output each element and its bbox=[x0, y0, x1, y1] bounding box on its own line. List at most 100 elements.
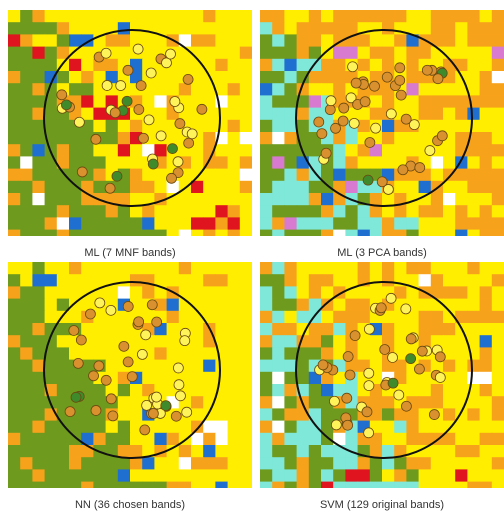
map-pixel bbox=[167, 205, 180, 218]
map-pixel bbox=[309, 286, 322, 299]
map-pixel bbox=[240, 482, 253, 495]
map-pixel bbox=[240, 372, 253, 385]
map-pixel bbox=[467, 108, 480, 121]
sample-point bbox=[382, 72, 392, 82]
map-pixel bbox=[358, 311, 371, 324]
map-pixel bbox=[370, 396, 383, 409]
map-pixel bbox=[419, 47, 432, 60]
map-pixel bbox=[333, 457, 346, 470]
map-pixel bbox=[321, 59, 334, 72]
map-pixel bbox=[345, 482, 358, 495]
map-pixel bbox=[240, 47, 253, 60]
map-pixel bbox=[480, 421, 493, 434]
map-pixel bbox=[419, 108, 432, 121]
map-pixel bbox=[382, 59, 395, 72]
map-pixel bbox=[467, 59, 480, 72]
map-pixel bbox=[203, 360, 216, 373]
caption: ML (7 MNF bands) bbox=[84, 247, 175, 259]
map-pixel bbox=[309, 217, 322, 230]
map-pixel bbox=[333, 335, 346, 348]
map-pixel bbox=[240, 445, 253, 458]
sample-point bbox=[425, 146, 435, 156]
map-pixel bbox=[321, 47, 334, 60]
map-pixel bbox=[240, 421, 253, 434]
map-pixel bbox=[228, 360, 241, 373]
map-pixel bbox=[57, 372, 70, 385]
map-pixel bbox=[272, 83, 285, 96]
map-pixel bbox=[215, 47, 228, 60]
map-pixel bbox=[321, 311, 334, 324]
map-pixel bbox=[260, 22, 273, 35]
map-pixel bbox=[167, 217, 180, 230]
map-pixel bbox=[20, 323, 33, 336]
map-pixel bbox=[480, 59, 493, 72]
map-pixel bbox=[455, 34, 468, 47]
map-pixel bbox=[45, 47, 58, 60]
sample-point bbox=[342, 393, 352, 403]
map-pixel bbox=[215, 217, 228, 230]
map-pixel bbox=[382, 217, 395, 230]
map-pixel bbox=[215, 193, 228, 206]
sample-point bbox=[401, 304, 411, 314]
map-pixel bbox=[284, 311, 297, 324]
map-pixel bbox=[57, 323, 70, 336]
map-pixel bbox=[382, 144, 395, 157]
map-pixel bbox=[492, 144, 504, 157]
map-pixel bbox=[455, 169, 468, 182]
map-pixel bbox=[333, 59, 346, 72]
sample-point bbox=[112, 171, 122, 181]
map-pixel bbox=[32, 83, 45, 96]
map-pixel bbox=[57, 193, 70, 206]
map-pixel bbox=[45, 457, 58, 470]
map-pixel bbox=[480, 335, 493, 348]
map-pixel bbox=[272, 469, 285, 482]
map-pixel bbox=[480, 120, 493, 133]
map-pixel bbox=[480, 469, 493, 482]
map-pixel bbox=[345, 132, 358, 145]
map-pixel bbox=[203, 286, 216, 299]
map-pixel bbox=[240, 384, 253, 397]
map-pixel bbox=[93, 108, 106, 121]
map-pixel bbox=[167, 274, 180, 287]
map-pixel bbox=[8, 193, 21, 206]
map-pixel bbox=[142, 169, 155, 182]
map-pixel bbox=[419, 469, 432, 482]
map-pixel bbox=[240, 335, 253, 348]
map-pixel bbox=[93, 262, 106, 275]
map-pixel bbox=[106, 323, 119, 336]
map-pixel bbox=[69, 132, 82, 145]
sample-point bbox=[134, 105, 144, 115]
map-pixel bbox=[20, 445, 33, 458]
map-pixel bbox=[8, 169, 21, 182]
map-pixel bbox=[45, 22, 58, 35]
map-pixel bbox=[32, 59, 45, 72]
map-pixel bbox=[118, 286, 131, 299]
map-pixel bbox=[492, 469, 504, 482]
map-pixel bbox=[345, 262, 358, 275]
map-pixel bbox=[57, 22, 70, 35]
map-pixel bbox=[179, 347, 192, 360]
map-pixel bbox=[370, 156, 383, 169]
map-pixel bbox=[106, 144, 119, 157]
map-pixel bbox=[480, 360, 493, 373]
map-pixel bbox=[167, 347, 180, 360]
map-pixel bbox=[228, 193, 241, 206]
map-pixel bbox=[419, 311, 432, 324]
map-pixel bbox=[93, 457, 106, 470]
map-pixel bbox=[467, 372, 480, 385]
map-pixel bbox=[284, 469, 297, 482]
map-pixel bbox=[284, 433, 297, 446]
map-pixel bbox=[154, 144, 167, 157]
map-pixel bbox=[358, 230, 371, 243]
sample-point bbox=[138, 133, 148, 143]
sample-point bbox=[152, 317, 162, 327]
map-pixel bbox=[8, 286, 21, 299]
map-pixel bbox=[191, 156, 204, 169]
map-pixel bbox=[284, 144, 297, 157]
map-pixel bbox=[191, 372, 204, 385]
map-pixel bbox=[309, 396, 322, 409]
map-pixel bbox=[93, 421, 106, 434]
map-pixel bbox=[142, 205, 155, 218]
map-pixel bbox=[228, 445, 241, 458]
map-pixel bbox=[118, 132, 131, 145]
